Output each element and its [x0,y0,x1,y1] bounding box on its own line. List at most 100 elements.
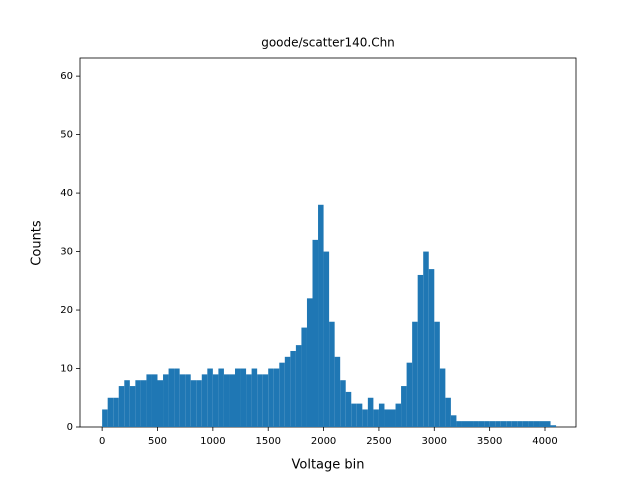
bar [179,374,186,427]
y-tick-label: 20 [60,305,73,316]
bar [489,421,496,427]
bar [500,421,507,427]
bar [284,356,291,427]
bar [334,356,341,427]
bar [246,374,252,427]
bar [251,368,258,427]
chart-title: goode/scatter140.Chn [261,36,395,50]
bar [329,321,335,427]
bar [212,374,219,427]
bar [522,421,529,427]
bar [295,345,302,427]
bar [207,368,213,427]
bar [107,397,114,427]
bar [378,403,385,427]
bar [163,374,169,427]
bar [190,380,197,427]
bar [390,409,396,427]
bar [151,374,158,427]
bar [290,350,296,427]
bar [373,409,379,427]
x-tick-label: 3500 [477,436,502,447]
y-tick-label: 50 [60,130,73,141]
x-tick-label: 4000 [532,436,557,447]
bar [456,421,462,427]
bar [196,380,202,427]
bar [306,298,313,427]
bar [545,421,551,427]
y-tick-label: 10 [60,364,73,375]
bar [129,386,136,427]
x-tick-label: 2500 [366,436,391,447]
bar [340,380,346,427]
bar [312,239,319,427]
bar [445,397,451,427]
bar [351,403,357,427]
bar [412,321,418,427]
bar [539,421,545,427]
bar [550,425,557,427]
bar [174,368,180,427]
bar [484,421,490,427]
bar [528,421,534,427]
bar [257,374,263,427]
bar [323,251,330,427]
bar [273,368,280,427]
x-tick-label: 0 [99,436,105,447]
bar [157,380,164,427]
bar [229,374,235,427]
bar [467,421,474,427]
bar [406,362,413,427]
bar [395,403,402,427]
bar [517,421,523,427]
bar [478,421,485,427]
bar [168,368,175,427]
bar [384,409,390,427]
bar [450,415,457,427]
bar [279,362,285,427]
bar [301,327,307,427]
bar [262,374,269,427]
bar [135,380,141,427]
x-tick-label: 3000 [422,436,447,447]
bar [506,421,512,427]
bar [113,397,119,427]
bar [223,374,230,427]
bar [218,368,224,427]
x-tick-label: 2000 [311,436,336,447]
bar [473,421,479,427]
y-tick-label: 40 [60,188,73,199]
bar [124,380,130,427]
bar [533,421,540,427]
y-tick-label: 30 [60,247,73,258]
x-tick-label: 1000 [200,436,225,447]
bar [367,397,374,427]
bar [417,274,424,427]
bar [318,204,324,427]
bar [235,368,241,427]
bar [511,421,518,427]
bar [118,386,125,427]
bar [423,251,429,427]
bar [439,368,446,427]
bar [146,374,152,427]
bar [140,380,147,427]
bar [495,421,501,427]
y-tick-label: 60 [60,71,73,82]
y-axis-label: Counts [30,220,45,266]
bar [434,321,440,427]
bar [356,403,363,427]
bar [185,374,191,427]
bar [401,386,407,427]
x-axis-label: Voltage bin [292,458,365,473]
bar [428,269,435,427]
bar [461,421,468,427]
y-tick-label: 0 [67,422,73,433]
bar [102,409,108,427]
x-tick-label: 1500 [255,436,280,447]
bar [240,368,247,427]
bar [268,368,274,427]
bar [362,409,368,427]
bar [201,374,208,427]
